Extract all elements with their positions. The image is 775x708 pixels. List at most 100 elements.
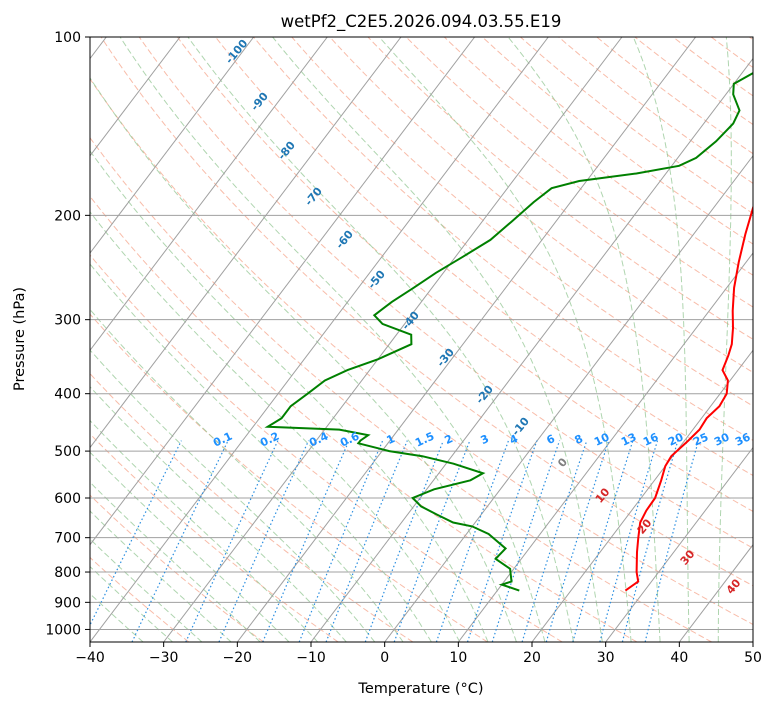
isotherm-line <box>90 37 181 157</box>
y-tick-label: 600 <box>54 491 81 507</box>
isotherm-line <box>531 349 753 642</box>
x-tick-label: 0 <box>380 650 389 666</box>
moist-adiabat-label: -80 <box>275 139 298 163</box>
mixing-ratio-label: 6 <box>545 432 558 447</box>
dry-adiabat <box>90 494 264 642</box>
moist-adiabat <box>90 481 261 642</box>
mixing-ratio-label: 20 <box>666 430 686 448</box>
moist-adiabat-label: -100 <box>223 37 251 67</box>
moist-adiabat-label: 10 <box>593 485 613 505</box>
mixing-ratio-line <box>298 440 384 642</box>
dry-adiabat <box>558 37 753 184</box>
moist-adiabat <box>90 150 489 642</box>
x-tick-label: −20 <box>223 650 253 666</box>
dry-adiabat <box>138 37 753 549</box>
mixing-ratio-label: 8 <box>573 432 585 447</box>
mixing-ratio-line <box>185 440 279 642</box>
dry-adiabat <box>90 254 563 642</box>
mixing-ratio-line <box>572 440 634 642</box>
isotherm-line <box>90 37 402 449</box>
dry-adiabat <box>634 37 753 126</box>
x-axis-label: Temperature (°C) <box>357 681 483 697</box>
temperature-line <box>624 204 753 592</box>
mixing-ratio-label: 0.4 <box>307 429 330 449</box>
background-lines <box>90 37 753 642</box>
dry-adiabat <box>90 195 638 642</box>
moist-adiabat <box>90 419 319 642</box>
moist-adiabat <box>90 510 232 642</box>
moist-adiabat-label: -70 <box>302 185 325 209</box>
moist-adiabat <box>272 37 603 642</box>
moist-adiabat-label: -60 <box>333 228 356 252</box>
mixing-ratio-line <box>644 440 700 642</box>
dry-adiabat <box>90 77 753 625</box>
x-tick-label: −30 <box>149 650 179 666</box>
mixing-ratio-label: 3 <box>479 432 491 447</box>
axes: −40 −30 −20 −10 0 10 20 30 40 5010009008007006005… <box>45 30 762 666</box>
isotherm-line <box>384 154 753 642</box>
mixing-ratio-line <box>262 440 350 642</box>
x-tick-label: −10 <box>296 650 326 666</box>
mixing-ratio-line <box>545 440 610 642</box>
dry-adiabat <box>710 37 753 69</box>
isotherm-line <box>90 37 255 254</box>
dry-adiabat <box>90 556 190 642</box>
mixing-ratio-label: 1.5 <box>413 430 436 450</box>
isotherm-line <box>310 57 753 642</box>
dry-adiabat <box>443 37 753 276</box>
y-tick-label: 900 <box>54 595 81 611</box>
y-tick-label: 700 <box>54 531 81 547</box>
y-tick-label: 400 <box>54 387 81 403</box>
mixing-ratio-line <box>435 440 510 642</box>
y-tick-label: 800 <box>54 565 81 581</box>
isotherm-line <box>752 641 753 642</box>
dry-adiabat <box>482 37 753 245</box>
plot-frame <box>89 36 754 643</box>
moist-adiabat <box>90 308 404 642</box>
mixing-ratio-label: 30 <box>712 430 732 448</box>
mixing-ratio-label: 25 <box>691 430 710 448</box>
profile-series <box>264 71 753 592</box>
mixing-ratio-label: 36 <box>733 430 753 448</box>
dry-adiabat <box>100 37 753 587</box>
isotherm-line <box>236 37 697 642</box>
moist-adiabat-label: -50 <box>365 268 388 292</box>
moist-adiabat <box>90 263 432 642</box>
dry-adiabat <box>90 433 339 642</box>
y-tick-label: 200 <box>54 208 81 224</box>
dry-adiabat <box>367 37 753 340</box>
dry-adiabat <box>90 372 414 642</box>
mixing-ratio-line <box>393 440 471 642</box>
mixing-ratio-line <box>218 440 310 642</box>
moist-adiabat <box>90 211 461 642</box>
x-tick-label: 10 <box>449 650 467 666</box>
moist-adiabat <box>90 349 376 642</box>
x-tick-label: −40 <box>75 650 105 666</box>
moist-adiabat <box>90 386 347 642</box>
moist-adiabat <box>90 451 290 642</box>
moist-adiabat-label: -90 <box>248 90 271 114</box>
mixing-ratio-label: 0.1 <box>211 430 234 450</box>
dry-adiabat <box>176 37 753 512</box>
mixing-ratio-line <box>90 440 182 627</box>
dry-adiabat <box>291 37 753 407</box>
mixing-ratio-label: 13 <box>619 430 638 448</box>
y-axis-label: Pressure (hPa) <box>12 287 28 391</box>
dry-adiabat <box>596 37 753 155</box>
mixing-ratio-label: 10 <box>592 430 612 448</box>
moist-adiabat <box>90 76 517 642</box>
isotherm-line <box>90 37 549 642</box>
dry-adiabat <box>520 37 753 215</box>
isotherm-line <box>163 37 623 642</box>
x-tick-label: 20 <box>523 650 541 666</box>
dewpoint-line <box>264 71 753 592</box>
moist-adiabat-label: 0 <box>555 455 570 469</box>
moist-adiabat <box>507 37 661 642</box>
x-tick-label: 40 <box>670 650 688 666</box>
x-tick-label: 30 <box>597 650 615 666</box>
mixing-ratio-label: 16 <box>641 430 661 448</box>
moist-adiabat-label: 30 <box>678 547 698 567</box>
moist-adiabat <box>717 37 732 642</box>
moist-adiabat <box>378 37 632 642</box>
